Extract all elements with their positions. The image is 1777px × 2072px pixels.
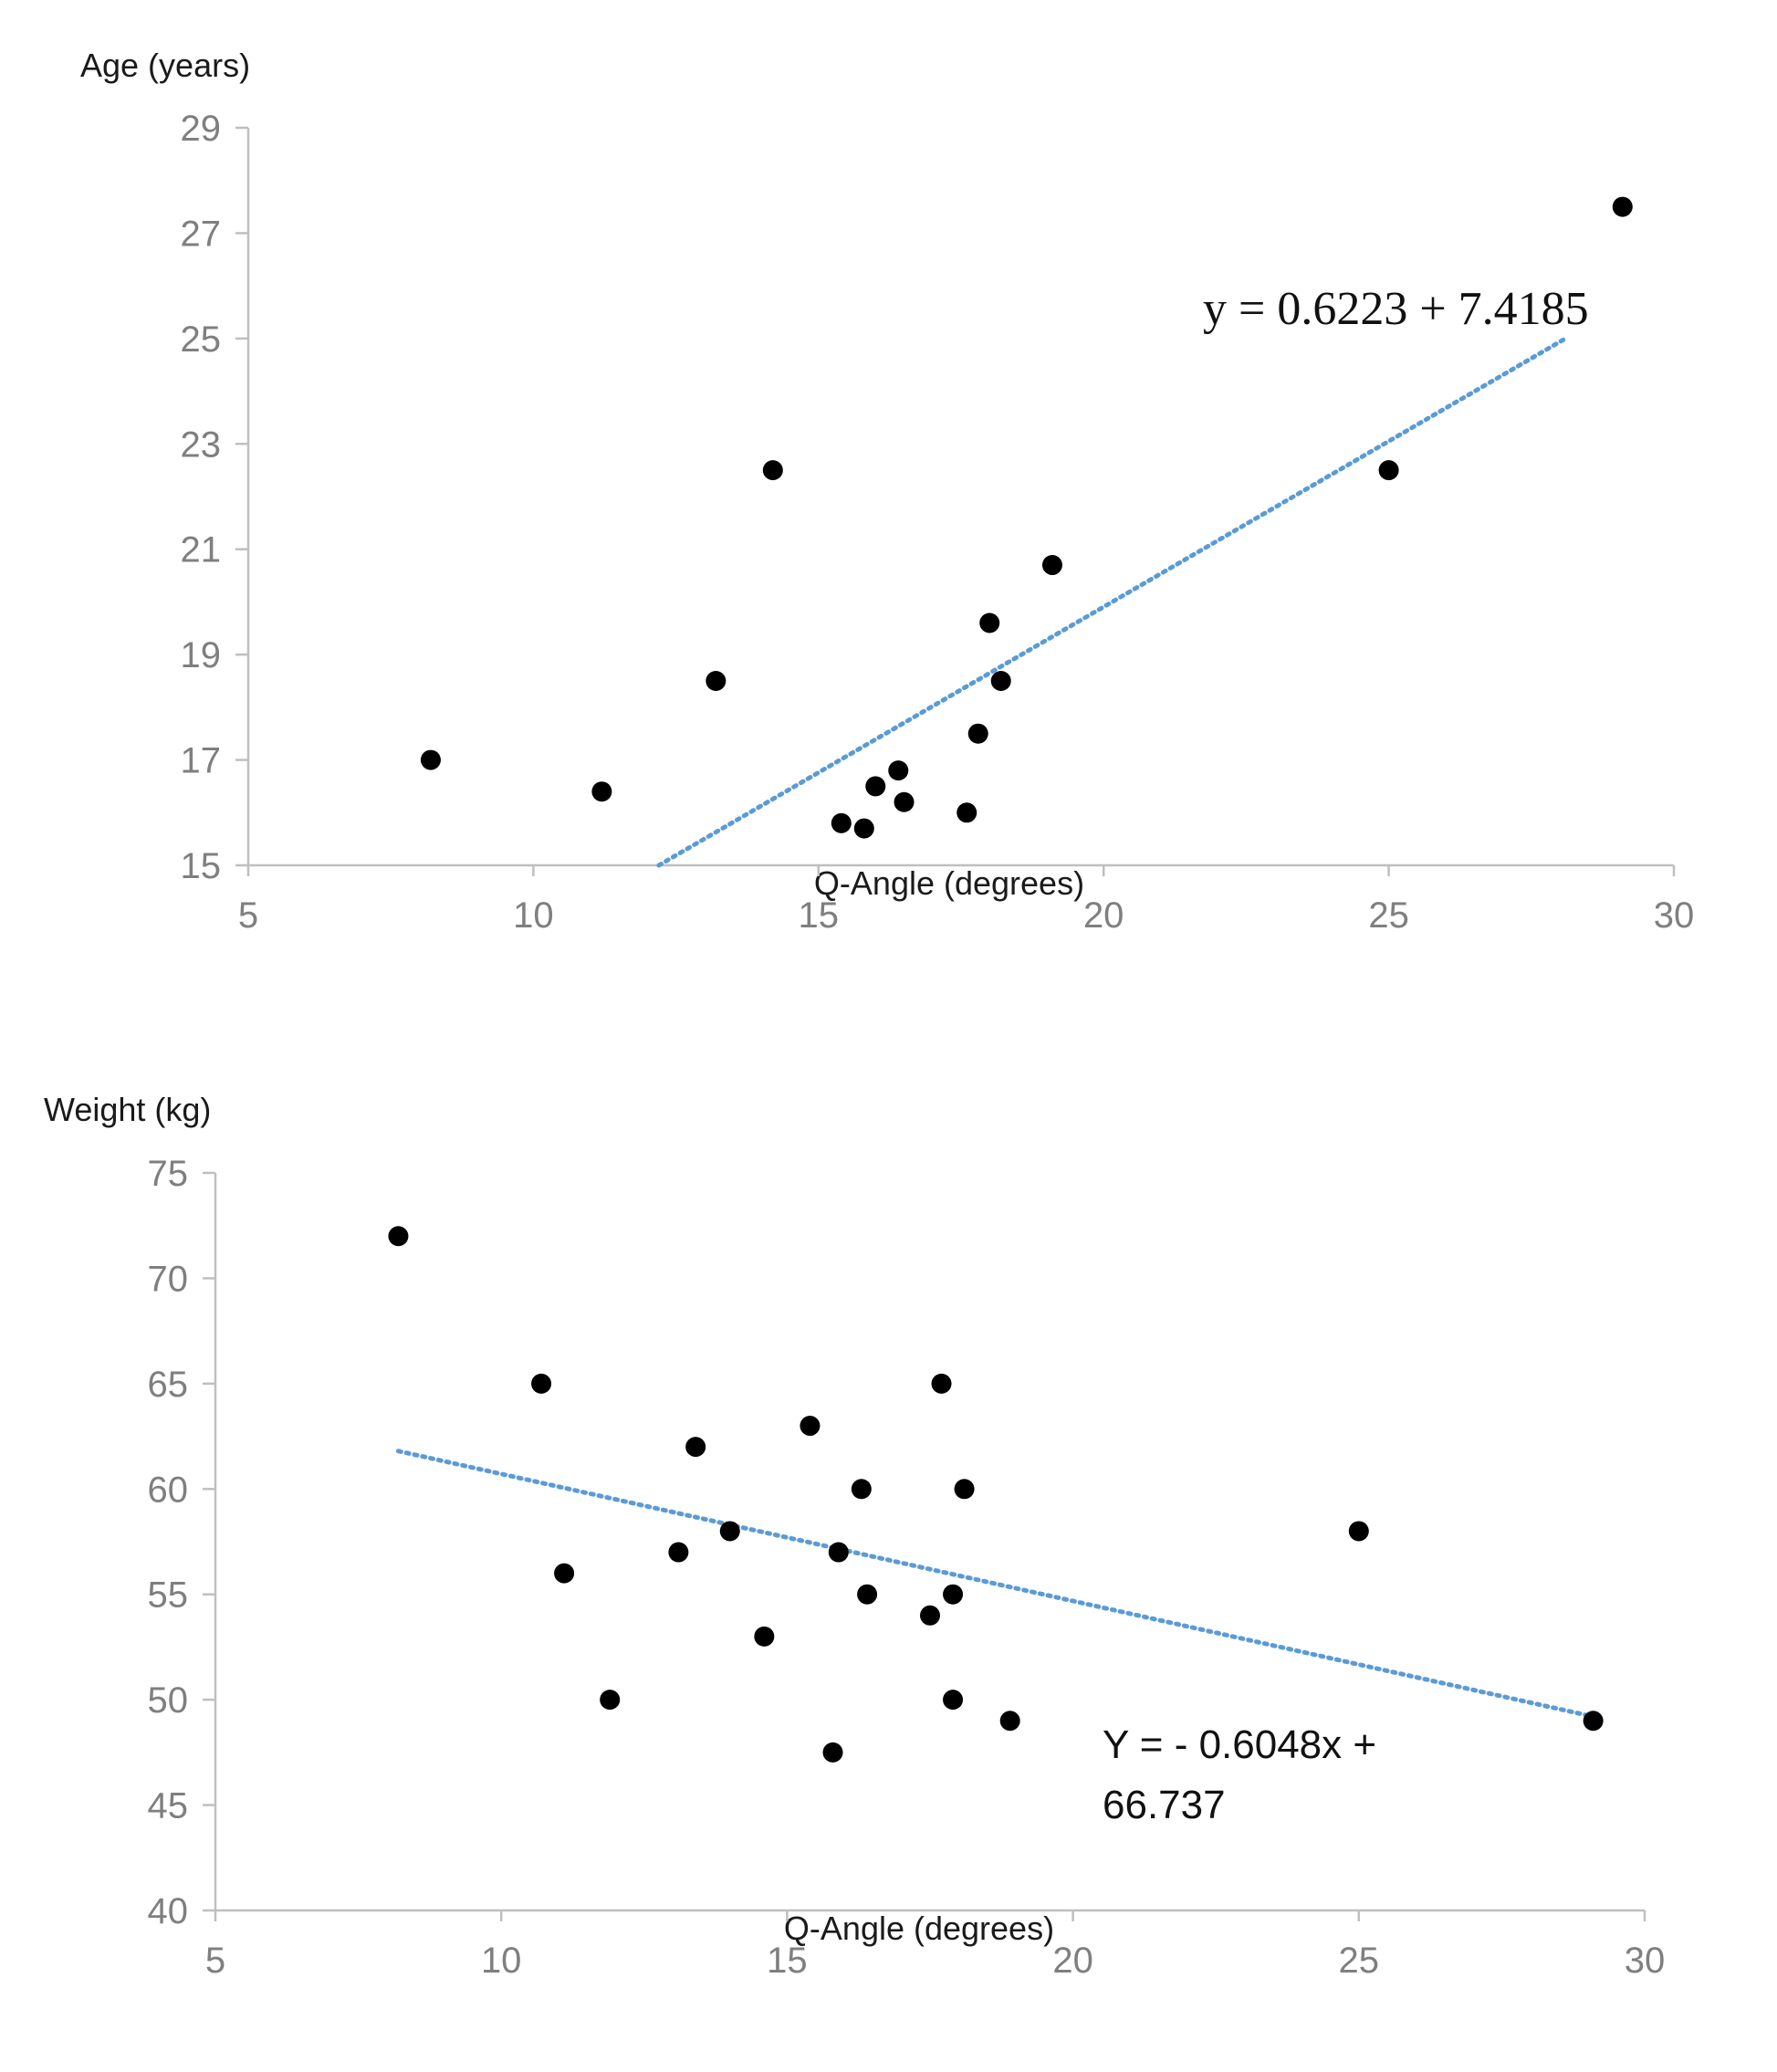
y-axis-title: Weight (kg)	[44, 1091, 211, 1128]
data-point	[831, 812, 852, 833]
data-point	[828, 1542, 849, 1563]
x-axis-title: Q-Angle (degrees)	[814, 864, 1084, 902]
data-point	[865, 776, 886, 797]
data-point	[943, 1584, 964, 1605]
data-point	[554, 1563, 575, 1584]
y-tick-label: 70	[148, 1259, 189, 1299]
x-tick-label: 10	[513, 895, 554, 936]
regression-equation-line-1: Y = - 0.6048x +	[1103, 1722, 1376, 1767]
x-tick-label: 20	[1083, 895, 1124, 936]
y-axis-title: Age (years)	[80, 47, 250, 84]
x-tick-label: 30	[1654, 895, 1695, 936]
y-tick-label: 60	[148, 1470, 189, 1510]
data-point	[600, 1690, 621, 1711]
data-point	[420, 749, 441, 770]
x-tick-label: 5	[205, 1941, 225, 1981]
y-tick-label: 65	[148, 1365, 189, 1405]
data-point	[706, 671, 726, 691]
data-point	[754, 1626, 775, 1647]
data-point	[822, 1742, 843, 1763]
data-point	[999, 1711, 1020, 1732]
data-point	[956, 802, 977, 823]
weight-vs-q-angle-chart: Weight (kg) Q-Angle (degrees) Y = - 0.60…	[44, 1091, 1665, 1981]
y-tick-label: 17	[181, 741, 222, 781]
y-tick-label: 50	[148, 1680, 189, 1721]
y-tick-label: 15	[181, 846, 222, 886]
data-point	[954, 1479, 975, 1500]
data-point	[931, 1373, 952, 1394]
x-tick-label: 15	[767, 1941, 808, 1981]
data-point	[1041, 555, 1062, 576]
y-tick-label: 23	[181, 424, 222, 465]
data-point	[800, 1416, 821, 1437]
age-vs-q-angle-chart: Age (years) Q-Angle (degrees) y = 0.6223…	[80, 47, 1694, 936]
x-tick-label: 10	[481, 1941, 522, 1981]
data-point	[1583, 1711, 1604, 1732]
data-point	[990, 671, 1011, 691]
data-point	[388, 1226, 409, 1247]
y-tick-label: 25	[181, 319, 222, 360]
x-tick-label: 20	[1052, 1941, 1093, 1981]
regression-equation: y = 0.6223 + 7.4185	[1203, 283, 1589, 335]
data-point	[979, 612, 1000, 633]
data-point	[943, 1690, 964, 1711]
data-point	[857, 1584, 878, 1605]
data-point	[853, 818, 874, 839]
data-point	[1378, 460, 1399, 481]
data-point	[851, 1479, 872, 1500]
data-point	[762, 460, 783, 481]
x-axis-title: Q-Angle (degrees)	[784, 1910, 1054, 1947]
data-point	[719, 1521, 740, 1542]
data-point	[967, 723, 988, 744]
data-point	[1612, 196, 1633, 217]
x-tick-label: 30	[1625, 1941, 1666, 1981]
regression-equation-line-2: 66.737	[1103, 1783, 1226, 1827]
y-tick-label: 29	[181, 109, 222, 149]
x-tick-label: 5	[238, 895, 258, 936]
data-point	[685, 1437, 706, 1458]
data-point	[920, 1605, 940, 1626]
x-tick-label: 25	[1368, 895, 1409, 936]
data-point	[668, 1542, 689, 1563]
trendline	[656, 336, 1568, 868]
data-point	[888, 760, 909, 781]
y-tick-label: 45	[148, 1786, 189, 1826]
y-tick-label: 19	[181, 635, 222, 675]
data-point	[531, 1373, 552, 1394]
y-tick-label: 21	[181, 530, 222, 570]
y-tick-label: 75	[148, 1154, 189, 1194]
y-tick-label: 40	[148, 1891, 189, 1931]
trendline	[395, 1449, 1596, 1720]
x-tick-label: 15	[799, 895, 840, 936]
data-point	[591, 781, 612, 802]
data-point	[894, 791, 915, 812]
x-tick-label: 25	[1339, 1941, 1380, 1981]
y-tick-label: 27	[181, 214, 222, 254]
y-tick-label: 55	[148, 1575, 189, 1616]
data-point	[1348, 1521, 1369, 1542]
